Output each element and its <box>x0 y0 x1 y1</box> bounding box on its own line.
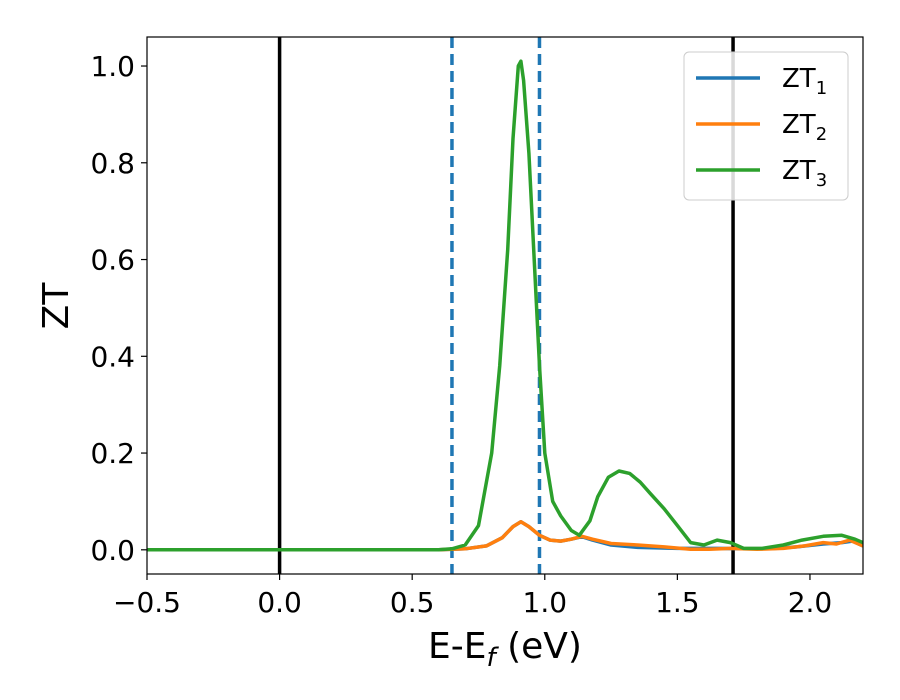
legend-box <box>683 51 849 201</box>
y-axis-label: ZT <box>36 282 77 330</box>
legend: ZT1 ZT2 ZT3 <box>683 51 849 201</box>
vertical-reference-lines <box>277 37 735 574</box>
x-axis-ticks: −0.5 0.0 0.5 1.0 1.5 2.0 <box>113 574 832 619</box>
x-tick-label: 0.5 <box>390 586 435 619</box>
x-tick-label: −0.5 <box>113 586 181 619</box>
series-lines <box>147 59 863 552</box>
x-tick-label: 2.0 <box>788 586 833 619</box>
legend-label-zt3: ZT3 <box>782 156 827 191</box>
y-tick-label: 0.2 <box>90 437 135 470</box>
x-axis-label: E-Ef (eV) <box>428 626 582 673</box>
series-line-zt3 <box>147 59 863 552</box>
y-tick-label: 0.0 <box>90 534 135 567</box>
y-axis-ticks: 0.0 0.2 0.4 0.6 0.8 1.0 <box>90 50 147 567</box>
y-tick-label: 0.8 <box>90 147 135 180</box>
legend-label-zt1: ZT1 <box>782 64 827 99</box>
x-tick-label: 0.0 <box>257 586 302 619</box>
legend-label-zt2: ZT2 <box>782 110 827 145</box>
y-tick-label: 0.4 <box>90 340 135 373</box>
y-tick-label: 0.6 <box>90 244 135 277</box>
x-tick-label: 1.0 <box>523 586 568 619</box>
series-line-zt2 <box>147 520 863 552</box>
plot-frame <box>146 36 864 575</box>
y-tick-label: 1.0 <box>90 50 135 83</box>
x-tick-label: 1.5 <box>655 586 700 619</box>
